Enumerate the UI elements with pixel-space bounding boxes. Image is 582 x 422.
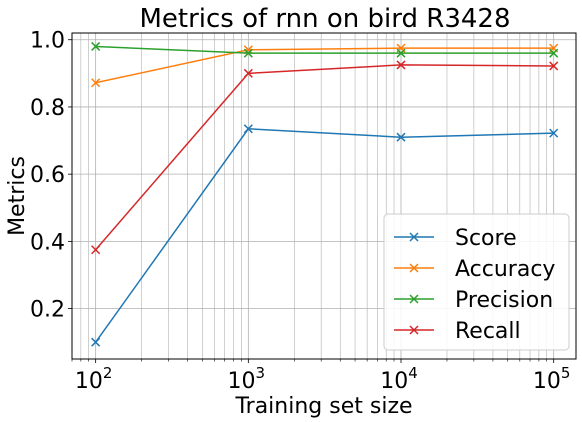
x-tick-exponent: 3 [256, 364, 266, 382]
x-tick-base: 10 [533, 369, 561, 394]
legend-swatch-marker [409, 232, 419, 242]
series-line [95, 64, 554, 251]
x-axis-label: Training set size [234, 394, 412, 419]
series-layer [91, 41, 559, 347]
data-point-marker [396, 60, 406, 70]
data-point-marker [243, 124, 253, 134]
data-point-marker [91, 78, 101, 88]
data-point-marker [396, 132, 406, 142]
data-point-marker [91, 337, 101, 347]
data-point-marker [549, 61, 559, 71]
data-point-marker [396, 48, 406, 58]
x-tick-exponent: 2 [103, 364, 113, 382]
legend-swatch-marker [409, 325, 419, 335]
legend-frame [383, 213, 570, 351]
series-line [95, 45, 554, 54]
data-point-marker [91, 41, 101, 51]
y-tick-label: 0.2 [30, 298, 65, 323]
legend-label: Recall [455, 319, 521, 344]
data-point-marker [549, 48, 559, 58]
y-tick-label: 1.0 [30, 29, 65, 54]
series-line [95, 47, 554, 84]
y-tick-label: 0.4 [30, 230, 65, 255]
x-tick-base: 10 [228, 369, 256, 394]
legend-label: Accuracy [455, 257, 555, 282]
legend-entry: Recall [394, 319, 521, 344]
legend-label: Score [455, 226, 517, 251]
x-tick-exponent: 4 [408, 364, 418, 382]
y-axis-label: Metrics [5, 156, 30, 236]
legend: Score Accuracy Precision Recall [383, 213, 570, 351]
data-point-marker [91, 245, 101, 255]
data-point-marker [549, 128, 559, 138]
x-tick-label: 103 [228, 364, 266, 394]
series-precision [91, 41, 559, 58]
data-point-marker [243, 48, 253, 58]
y-tick-label: 0.6 [30, 163, 65, 188]
x-tick-label: 104 [380, 364, 418, 394]
legend-entry: Precision [394, 288, 553, 313]
chart-title: Metrics of rnn on bird R3428 [139, 4, 510, 34]
series-accuracy [91, 43, 559, 88]
x-tick-label: 105 [533, 364, 571, 394]
x-tick-base: 10 [380, 369, 408, 394]
legend-entry: Score [394, 226, 517, 251]
legend-swatch-marker [409, 294, 419, 304]
x-tick-base: 10 [75, 369, 103, 394]
plot-area-frame [71, 32, 577, 360]
series-score [91, 124, 559, 347]
legend-entry: Accuracy [394, 257, 555, 282]
legend-swatch-marker [409, 263, 419, 273]
data-point-marker [243, 68, 253, 78]
x-tick-exponent: 5 [561, 364, 571, 382]
y-tick-label: 0.8 [30, 96, 65, 121]
legend-label: Precision [455, 288, 553, 313]
series-recall [91, 60, 559, 255]
series-line [95, 128, 554, 343]
x-tick-label: 102 [75, 364, 113, 394]
